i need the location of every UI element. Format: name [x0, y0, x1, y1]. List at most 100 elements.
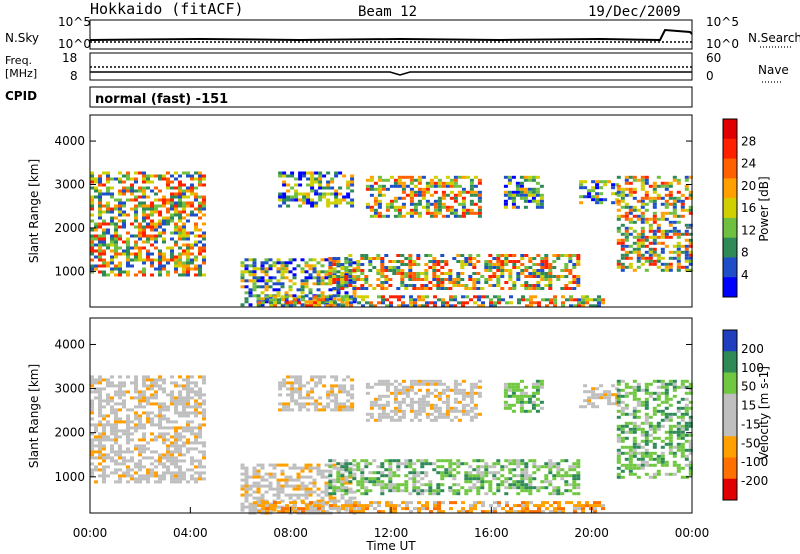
velocity-cell: [198, 435, 202, 439]
velocity-cell: [162, 453, 166, 457]
velocity-cell: [433, 388, 438, 392]
velocity-cell: [312, 466, 317, 470]
power-cell: [118, 261, 122, 265]
power-cell: [182, 210, 186, 214]
velocity-cell: [412, 471, 417, 475]
velocity-cell: [292, 463, 297, 467]
velocity-cell: [114, 480, 118, 484]
power-cell: [464, 287, 469, 290]
velocity-cell: [102, 471, 106, 475]
power-cell: [532, 263, 537, 266]
velocity-cell: [503, 400, 508, 404]
velocity-cell: [302, 396, 307, 400]
velocity-cell: [676, 466, 681, 470]
power-cell: [360, 284, 365, 287]
power-cell: [496, 284, 501, 287]
power-cell: [397, 196, 402, 200]
velocity-cell: [257, 504, 261, 508]
power-cell: [122, 192, 126, 196]
velocity-cell: [126, 426, 130, 430]
velocity-cell: [330, 408, 335, 412]
power-cell: [500, 287, 505, 290]
power-cell: [162, 222, 166, 226]
power-cell: [544, 254, 549, 257]
velocity-cell: [564, 459, 569, 463]
power-cell: [244, 267, 249, 271]
power-cell: [504, 281, 509, 284]
velocity-cell: [312, 478, 317, 482]
power-cell: [417, 295, 421, 299]
power-cell: [515, 193, 520, 197]
velocity-cell: [154, 474, 158, 478]
velocity-cell: [134, 396, 138, 400]
velocity-cell: [90, 441, 94, 445]
velocity-cell: [408, 459, 413, 463]
velocity-cell: [373, 501, 377, 505]
velocity-cell: [628, 463, 633, 467]
velocity-cell: [90, 456, 94, 460]
power-cell: [154, 240, 158, 244]
power-cell: [118, 264, 122, 268]
velocity-cell: [668, 415, 673, 419]
power-cell: [178, 261, 182, 265]
power-cell: [503, 175, 508, 179]
velocity-cell: [473, 504, 477, 508]
velocity-cell: [365, 385, 370, 389]
velocity-cell: [640, 400, 645, 404]
velocity-cell: [529, 501, 533, 505]
power-cell: [429, 178, 434, 182]
power-cell: [158, 267, 162, 271]
power-cell: [162, 195, 166, 199]
velocity-cell: [656, 421, 661, 425]
power-cell: [365, 301, 369, 305]
power-cell: [611, 201, 616, 205]
velocity-cell: [278, 381, 283, 385]
power-cell: [660, 256, 665, 260]
power-cell: [408, 263, 413, 266]
velocity-cell: [648, 454, 653, 458]
power-cell: [300, 291, 305, 295]
velocity-cell: [535, 385, 540, 389]
velocity-cell: [321, 501, 325, 505]
power-cell: [377, 202, 382, 206]
power-cell: [429, 214, 434, 218]
velocity-cell: [636, 415, 641, 419]
velocity-cell: [98, 468, 102, 472]
velocity-cell: [178, 384, 182, 388]
power-cell: [102, 249, 106, 253]
power-cell: [166, 201, 170, 205]
velocity-cell: [393, 412, 398, 416]
power-cell: [636, 247, 641, 251]
velocity-cell: [285, 510, 289, 514]
power-cell: [320, 279, 325, 283]
power-cell: [425, 187, 430, 191]
velocity-cell: [277, 510, 281, 514]
power-cell: [615, 198, 620, 202]
velocity-cell: [340, 487, 345, 491]
velocity-cell: [521, 501, 525, 505]
velocity-cell: [644, 436, 649, 440]
velocity-cell: [130, 426, 134, 430]
velocity-cell: [134, 426, 138, 430]
power-cell: [170, 204, 174, 208]
velocity-cell: [282, 402, 287, 406]
power-cell: [334, 204, 339, 208]
power-cell: [640, 262, 645, 266]
power-cell: [174, 207, 178, 211]
power-cell: [429, 211, 434, 215]
power-cell: [453, 214, 458, 218]
power-cell: [528, 266, 533, 269]
velocity-cell: [198, 477, 202, 481]
velocity-cell: [413, 379, 418, 383]
velocity-cell: [194, 381, 198, 385]
power-region: [579, 180, 620, 205]
power-cell: [248, 303, 253, 307]
velocity-cell: [202, 414, 206, 418]
power-cell: [294, 198, 299, 202]
velocity-cell: [126, 441, 130, 445]
velocity-cell: [535, 391, 540, 395]
velocity-cell: [632, 397, 637, 401]
power-cell: [448, 272, 453, 275]
power-cell: [166, 186, 170, 190]
power-cell: [640, 217, 645, 221]
